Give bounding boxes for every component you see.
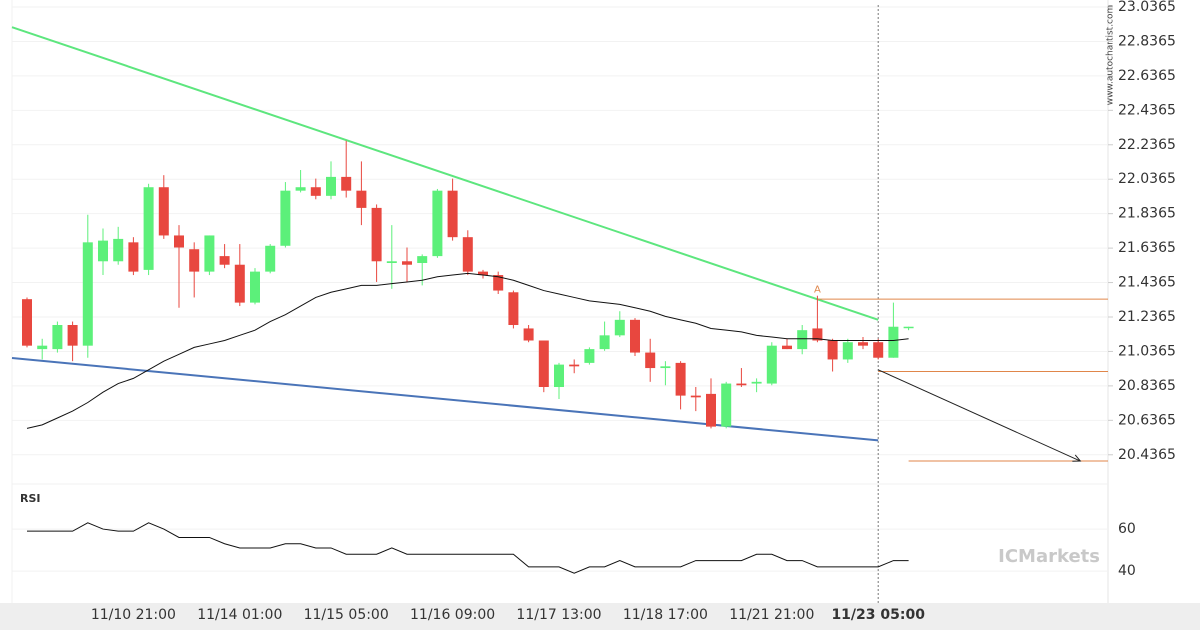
candle-body: [797, 330, 808, 350]
y-tick-label: 22.6365: [1118, 68, 1176, 84]
candle-body: [736, 383, 747, 386]
rsi-tick-label: 60: [1118, 521, 1136, 537]
candle-body: [630, 319, 640, 353]
candle-body: [827, 340, 838, 360]
y-tick-label: 21.4365: [1118, 275, 1176, 291]
candle-body: [356, 190, 367, 208]
candle-body: [645, 352, 656, 369]
candle-body: [888, 326, 899, 358]
candle-body: [219, 256, 230, 265]
candle-body: [326, 176, 336, 196]
candle-body: [493, 275, 504, 291]
candle-body: [250, 271, 260, 303]
candle-body: [371, 207, 382, 262]
candle-body: [538, 340, 549, 388]
candle-body: [204, 235, 215, 272]
candle-body: [37, 345, 48, 350]
candle-body: [113, 238, 124, 262]
candle-body: [98, 240, 108, 262]
watermark: ICMarkets: [998, 546, 1100, 567]
candle-body: [462, 237, 473, 272]
candle-body: [478, 271, 488, 276]
candle-body: [523, 328, 534, 341]
y-tick-label: 21.6365: [1118, 240, 1176, 256]
y-tick-label: 22.0365: [1118, 171, 1176, 187]
y-tick-label: 22.4365: [1118, 102, 1176, 118]
candle-body: [386, 261, 397, 264]
candle-body: [189, 249, 200, 272]
rsi-label: RSI: [20, 492, 41, 505]
candle-body: [554, 364, 564, 388]
candle-body: [417, 256, 428, 264]
candle-body: [174, 235, 184, 248]
candle-body: [22, 299, 32, 346]
y-tick-label: 20.6365: [1118, 412, 1176, 428]
candle-body: [782, 345, 792, 350]
x-tick-label: 11/15 05:00: [304, 607, 389, 623]
candle-body: [569, 364, 580, 367]
y-tick-label: 21.2365: [1118, 309, 1176, 325]
candle-body: [903, 326, 914, 329]
candle-body: [82, 242, 93, 346]
candle-body: [751, 381, 762, 384]
moving-average: [26, 272, 909, 429]
x-tick-label: 11/16 09:00: [410, 607, 495, 623]
trendline: [11, 357, 879, 442]
candle-body: [234, 264, 245, 303]
y-tick-label: 22.2365: [1118, 137, 1176, 153]
x-tick-label: 11/17 13:00: [516, 607, 601, 623]
candle-body: [52, 325, 63, 350]
arrow-head: [1072, 454, 1082, 462]
x-tick-label: 11/21 21:00: [729, 607, 814, 623]
pattern-label: A: [814, 285, 821, 296]
candle-body: [67, 325, 78, 346]
candle-body: [143, 187, 154, 270]
candle-body: [812, 328, 823, 341]
candle-body: [402, 261, 412, 265]
candle-body: [508, 292, 519, 326]
x-tick-label: 11/18 17:00: [623, 607, 708, 623]
candle-body: [265, 245, 276, 272]
candle-body: [310, 187, 321, 196]
x-tick-label: 11/10 21:00: [91, 607, 176, 623]
rsi-tick-label: 40: [1118, 563, 1136, 579]
x-tick-label: 11/14 01:00: [197, 607, 282, 623]
y-tick-label: 21.0365: [1118, 343, 1176, 359]
candle-body: [584, 349, 595, 363]
source: www.autochartist.com: [1106, 5, 1116, 106]
candle-body: [858, 342, 868, 346]
candle-body: [158, 187, 169, 236]
y-tick-label: 20.8365: [1118, 378, 1176, 394]
x-axis-band: [0, 603, 1200, 630]
candle-body: [721, 383, 732, 427]
x-tick-label: 11/23 05:00: [831, 607, 925, 623]
candle-body: [842, 342, 853, 360]
candle-body: [128, 242, 139, 272]
candle-body: [432, 190, 443, 257]
candle-body: [660, 366, 671, 369]
candle-body: [280, 190, 291, 246]
y-tick-label: 20.4365: [1118, 447, 1176, 463]
forecast-arrow: [877, 369, 1081, 462]
y-tick-label: 21.8365: [1118, 206, 1176, 222]
candle-body: [675, 362, 686, 396]
y-tick-label: 23.0365: [1118, 0, 1176, 15]
candle-body: [873, 342, 884, 358]
candle-body: [614, 319, 625, 336]
trendline: [11, 26, 879, 321]
candle-body: [295, 187, 306, 191]
candle-body: [706, 393, 716, 427]
candle-body: [599, 335, 610, 350]
candle-body: [766, 345, 777, 384]
y-tick-label: 22.8365: [1118, 33, 1176, 49]
candle-body: [341, 176, 352, 191]
candle-body: [447, 190, 458, 238]
candle-body: [690, 395, 701, 398]
rsi-line: [27, 522, 909, 574]
